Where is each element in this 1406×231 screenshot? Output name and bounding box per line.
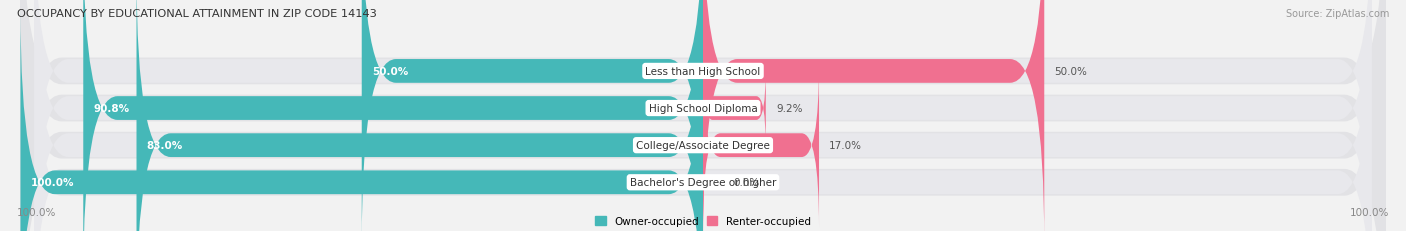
FancyBboxPatch shape [34, 9, 1372, 231]
FancyBboxPatch shape [21, 0, 1385, 231]
Text: 50.0%: 50.0% [1054, 67, 1087, 77]
Legend: Owner-occupied, Renter-occupied: Owner-occupied, Renter-occupied [595, 216, 811, 226]
FancyBboxPatch shape [21, 0, 1385, 231]
Text: Less than High School: Less than High School [645, 67, 761, 77]
FancyBboxPatch shape [703, 0, 1045, 231]
FancyBboxPatch shape [34, 0, 1372, 231]
FancyBboxPatch shape [136, 0, 703, 231]
FancyBboxPatch shape [34, 0, 1372, 231]
Text: 9.2%: 9.2% [776, 103, 803, 114]
FancyBboxPatch shape [21, 9, 703, 231]
Text: 100.0%: 100.0% [31, 177, 75, 188]
FancyBboxPatch shape [361, 0, 703, 231]
Text: High School Diploma: High School Diploma [648, 103, 758, 114]
FancyBboxPatch shape [703, 69, 766, 148]
Text: 83.0%: 83.0% [146, 140, 183, 151]
FancyBboxPatch shape [21, 0, 1385, 231]
Text: Source: ZipAtlas.com: Source: ZipAtlas.com [1285, 9, 1389, 19]
Text: College/Associate Degree: College/Associate Degree [636, 140, 770, 151]
Text: OCCUPANCY BY EDUCATIONAL ATTAINMENT IN ZIP CODE 14143: OCCUPANCY BY EDUCATIONAL ATTAINMENT IN Z… [17, 9, 377, 19]
Text: 0.0%: 0.0% [734, 177, 761, 188]
FancyBboxPatch shape [703, 63, 820, 228]
Text: 100.0%: 100.0% [17, 207, 56, 218]
FancyBboxPatch shape [83, 0, 703, 231]
Text: 100.0%: 100.0% [1350, 207, 1389, 218]
Text: Bachelor's Degree or higher: Bachelor's Degree or higher [630, 177, 776, 188]
Text: 90.8%: 90.8% [94, 103, 129, 114]
FancyBboxPatch shape [21, 0, 1385, 231]
Text: 50.0%: 50.0% [373, 67, 408, 77]
Text: 17.0%: 17.0% [830, 140, 862, 151]
FancyBboxPatch shape [34, 0, 1372, 231]
